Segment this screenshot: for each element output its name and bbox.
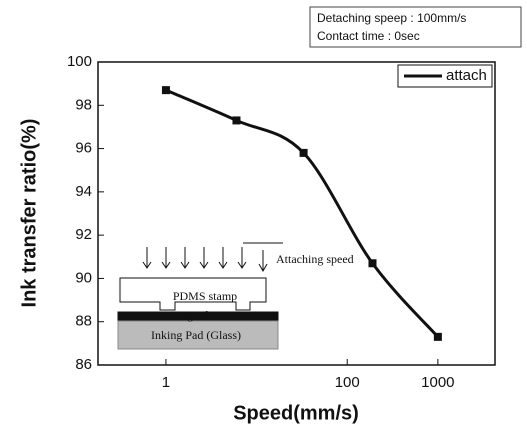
- marker: [433, 332, 442, 341]
- inset-label: Inking Pad (Glass): [151, 328, 241, 342]
- inset-label: Ag ink: [179, 308, 212, 322]
- y-tick-label: 90: [75, 269, 92, 286]
- y-tick-label: 86: [75, 356, 92, 373]
- x-tick-label: 1: [162, 374, 170, 391]
- inking-pad: [117, 320, 279, 350]
- y-tick-label: 88: [75, 313, 92, 330]
- plot-frame: [97, 61, 496, 366]
- y-tick-label: 96: [75, 140, 92, 157]
- y-tick-label: 98: [75, 96, 92, 113]
- x-tick-label: 1000: [421, 374, 454, 391]
- fit-line: [165, 88, 439, 338]
- marker: [368, 259, 377, 268]
- marker: [161, 86, 170, 95]
- inset-label: PDMS stamp: [173, 289, 237, 303]
- stamp: [119, 277, 267, 311]
- marker: [232, 116, 241, 125]
- y-tick-label: 94: [75, 183, 92, 200]
- legend-label: attach: [446, 67, 487, 84]
- note: Contact time : 0sec: [317, 29, 420, 43]
- y-axis-title: Ink transfer ratio(%): [18, 119, 40, 308]
- inset-label: Attaching speed: [276, 252, 354, 266]
- y-tick-label: 100: [67, 53, 92, 70]
- note: Detaching speep : 100mm/s: [317, 11, 466, 25]
- x-tick-label: 100: [335, 374, 360, 391]
- note-box: [309, 6, 522, 48]
- inset-diagram: [117, 242, 283, 350]
- arrows: [142, 242, 283, 273]
- x-axis-title: Speed(mm/s): [233, 402, 359, 424]
- y-tick-label: 92: [75, 226, 92, 243]
- legend-box: [397, 64, 493, 88]
- marker: [299, 148, 308, 157]
